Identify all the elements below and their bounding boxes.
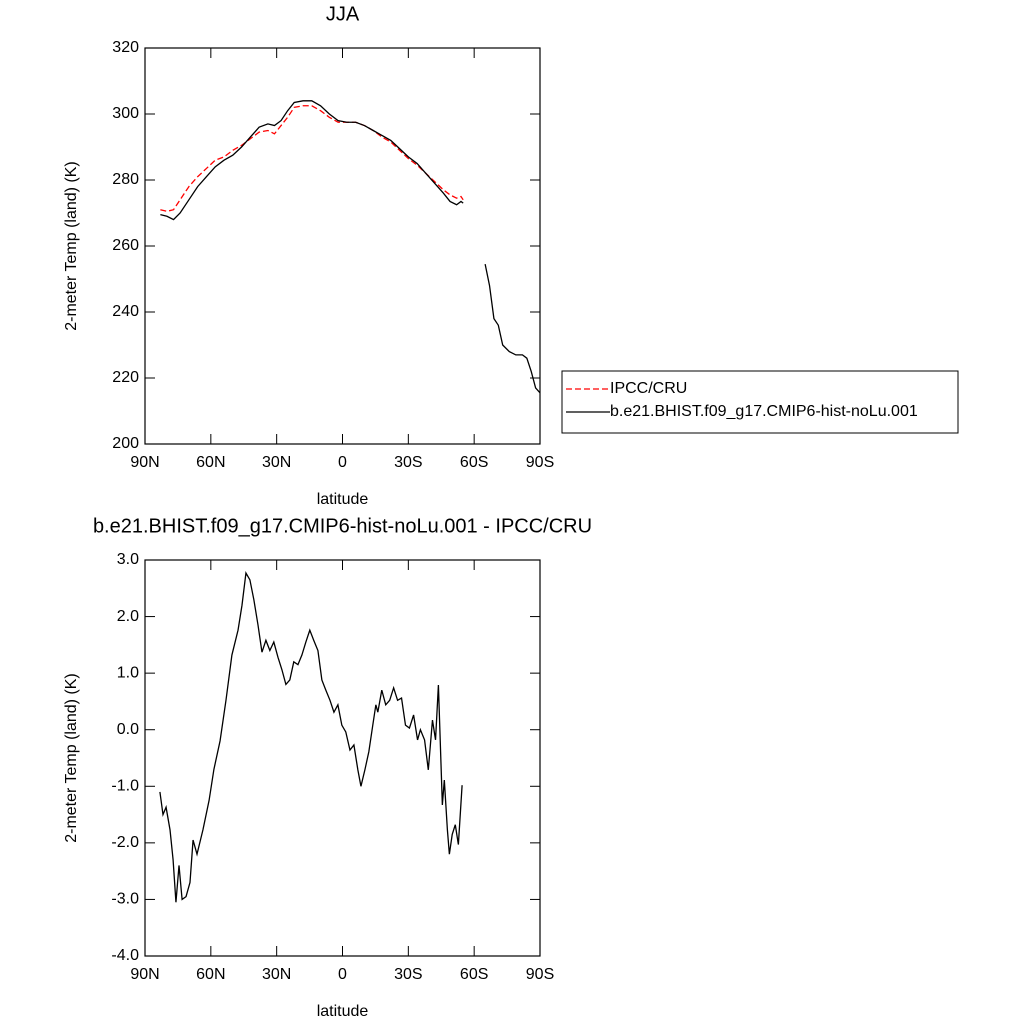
y-tick-label: 220	[112, 369, 139, 386]
chart-title: JJA	[326, 3, 360, 25]
data-line	[159, 571, 463, 903]
y-tick-label: -1.0	[111, 778, 139, 795]
legend-box	[561, 370, 959, 434]
plot-frame	[144, 47, 541, 445]
x-axis-label: latitude	[317, 1003, 369, 1020]
y-tick-label: 240	[112, 303, 139, 320]
y-tick-label: 300	[112, 105, 139, 122]
data-line	[160, 100, 541, 394]
x-tick-label: 60N	[196, 454, 225, 471]
y-tick-label: 0.0	[117, 721, 139, 738]
x-tick-label: 30S	[394, 966, 422, 983]
x-tick-label: 60N	[196, 966, 225, 983]
x-axis-label: latitude	[317, 491, 369, 508]
x-tick-label: 30S	[394, 454, 422, 471]
x-tick-label: 30N	[262, 454, 291, 471]
y-tick-label: 1.0	[117, 664, 139, 681]
y-tick-label: -2.0	[111, 834, 139, 851]
x-tick-label: 0	[338, 966, 347, 983]
y-tick-label: 260	[112, 237, 139, 254]
x-tick-label: 90N	[130, 966, 159, 983]
y-tick-label: 280	[112, 171, 139, 188]
y-tick-label: -3.0	[111, 891, 139, 908]
y-axis-label: 2-meter Temp (land) (K)	[63, 673, 80, 843]
y-tick-label: 3.0	[117, 551, 139, 568]
y-tick-label: 2.0	[117, 608, 139, 625]
y-tick-label: -4.0	[111, 947, 139, 964]
y-axis-label: 2-meter Temp (land) (K)	[63, 161, 80, 331]
legend-label: b.e21.BHIST.f09_g17.CMIP6-hist-noLu.001	[610, 403, 918, 420]
x-tick-label: 60S	[460, 454, 488, 471]
plot-frame	[144, 559, 541, 957]
x-tick-label: 30N	[262, 966, 291, 983]
x-tick-label: 90S	[526, 454, 554, 471]
y-tick-label: 200	[112, 435, 139, 452]
x-tick-label: 90N	[130, 454, 159, 471]
data-line	[160, 105, 464, 213]
x-tick-label: 0	[338, 454, 347, 471]
y-tick-label: 320	[112, 39, 139, 56]
chart-title: b.e21.BHIST.f09_g17.CMIP6-hist-noLu.001 …	[93, 515, 592, 537]
x-tick-label: 90S	[526, 966, 554, 983]
legend-label: IPCC/CRU	[610, 380, 687, 397]
x-tick-label: 60S	[460, 966, 488, 983]
